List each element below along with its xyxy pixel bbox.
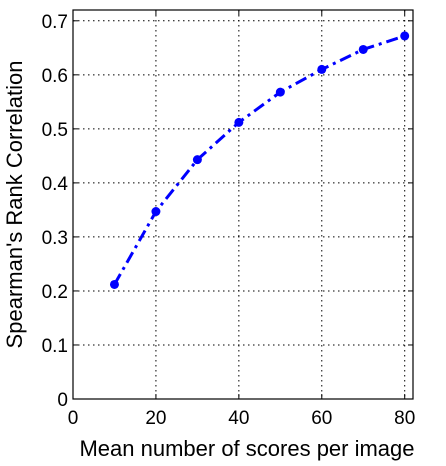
y-tick-label: 0.1 [42,336,68,357]
x-tick-label: 80 [394,408,415,429]
y-tick-label: 0.4 [42,174,69,195]
y-tick-label: 0.7 [42,12,68,33]
series-layer [109,31,410,289]
x-tick-label: 20 [145,408,166,429]
axis-ticks: 0 20 40 60 80 0 0.1 0.2 0.3 0.4 0.5 0.6 0.7 [42,10,415,429]
y-tick-label: 0.3 [42,228,68,249]
y-axis-title: Spearman's Rank Correlation [2,61,27,349]
data-point [358,44,368,54]
x-tick-label: 0 [68,408,79,429]
y-tick-label: 0 [57,390,68,411]
data-point [109,279,119,289]
data-point [317,64,327,74]
x-tick-label: 40 [228,408,249,429]
data-point [400,31,410,41]
x-tick-label: 60 [311,408,332,429]
data-point [151,207,161,217]
y-tick-label: 0.5 [42,120,68,141]
data-point [192,155,202,165]
x-axis-title: Mean number of scores per image [79,436,414,461]
data-point [234,117,244,127]
grid-lines [73,10,413,399]
y-tick-label: 0.6 [42,66,68,87]
data-point [275,87,285,97]
plot-frame [72,9,414,400]
y-tick-label: 0.2 [42,282,68,303]
series-line [113,34,406,286]
